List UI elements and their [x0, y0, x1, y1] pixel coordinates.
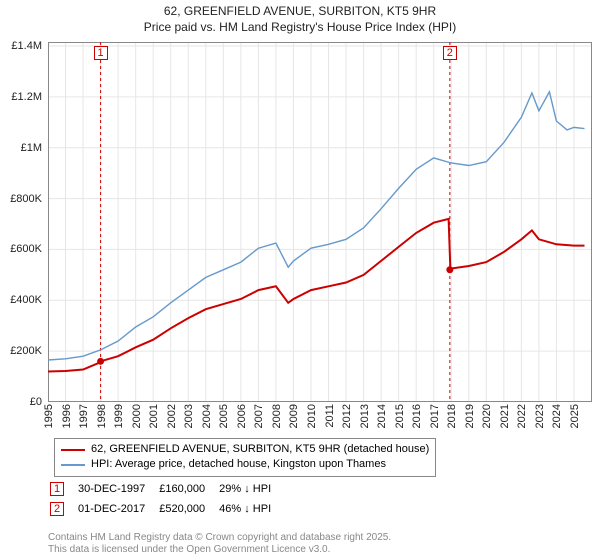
- event-date: 01-DEC-2017: [78, 500, 157, 518]
- y-tick-label: £800K: [0, 193, 42, 205]
- x-tick-label: 2002: [166, 404, 178, 428]
- x-tick-label: 2018: [446, 404, 458, 428]
- x-tick-label: 2016: [411, 404, 423, 428]
- y-tick-label: £1.4M: [0, 40, 42, 52]
- event-delta: 29% ↓ HPI: [219, 480, 283, 498]
- x-tick-label: 2021: [499, 404, 511, 428]
- y-tick-label: £1M: [0, 142, 42, 154]
- event-marker-icon: 1: [50, 482, 64, 496]
- y-tick-label: £400K: [0, 294, 42, 306]
- title-line-1: 62, GREENFIELD AVENUE, SURBITON, KT5 9HR: [0, 4, 600, 20]
- event-delta: 46% ↓ HPI: [219, 500, 283, 518]
- events-table: 1 30-DEC-1997£160,00029% ↓ HPI 2 01-DEC-201…: [48, 478, 285, 520]
- y-tick-label: £600K: [0, 243, 42, 255]
- x-tick-label: 2004: [201, 404, 213, 428]
- event-marker-icon: 2: [50, 502, 64, 516]
- marker-label: 1: [94, 46, 108, 60]
- event-date: 30-DEC-1997: [78, 480, 157, 498]
- marker-label: 2: [443, 46, 457, 60]
- y-tick-label: £1.2M: [0, 91, 42, 103]
- event-row: 1 30-DEC-1997£160,00029% ↓ HPI: [50, 480, 283, 498]
- credits-line-1: Contains HM Land Registry data © Crown c…: [48, 532, 391, 544]
- x-tick-label: 1997: [78, 404, 90, 428]
- chart-title: 62, GREENFIELD AVENUE, SURBITON, KT5 9HR…: [0, 0, 600, 35]
- title-line-2: Price paid vs. HM Land Registry's House …: [0, 20, 600, 36]
- legend: 62, GREENFIELD AVENUE, SURBITON, KT5 9HR…: [54, 438, 436, 477]
- x-tick-label: 2009: [288, 404, 300, 428]
- x-tick-label: 2017: [429, 404, 441, 428]
- x-tick-label: 2013: [359, 404, 371, 428]
- x-tick-label: 1996: [61, 404, 73, 428]
- chart-container: 62, GREENFIELD AVENUE, SURBITON, KT5 9HR…: [0, 0, 600, 560]
- legend-row: HPI: Average price, detached house, King…: [61, 457, 429, 472]
- x-tick-label: 1998: [96, 404, 108, 428]
- legend-label: 62, GREENFIELD AVENUE, SURBITON, KT5 9HR…: [91, 442, 429, 457]
- x-tick-label: 2011: [324, 404, 336, 428]
- x-tick-label: 2015: [394, 404, 406, 428]
- legend-swatch: [61, 449, 85, 451]
- credits-line-2: This data is licensed under the Open Gov…: [48, 544, 391, 556]
- x-tick-label: 2022: [516, 404, 528, 428]
- x-tick-label: 2008: [271, 404, 283, 428]
- x-tick-label: 2020: [481, 404, 493, 428]
- x-tick-label: 2007: [253, 404, 265, 428]
- chart-svg: [48, 42, 592, 402]
- x-tick-label: 2012: [341, 404, 353, 428]
- x-tick-label: 2006: [236, 404, 248, 428]
- y-tick-label: £0: [0, 396, 42, 408]
- x-tick-label: 2001: [148, 404, 160, 428]
- event-row: 2 01-DEC-2017£520,00046% ↓ HPI: [50, 500, 283, 518]
- x-tick-label: 2005: [218, 404, 230, 428]
- x-tick-label: 2023: [534, 404, 546, 428]
- legend-swatch: [61, 464, 85, 466]
- x-tick-label: 2000: [131, 404, 143, 428]
- x-tick-label: 2024: [551, 404, 563, 428]
- event-price: £160,000: [159, 480, 217, 498]
- x-tick-label: 2010: [306, 404, 318, 428]
- x-tick-label: 2019: [464, 404, 476, 428]
- legend-row: 62, GREENFIELD AVENUE, SURBITON, KT5 9HR…: [61, 442, 429, 457]
- credits: Contains HM Land Registry data © Crown c…: [48, 532, 391, 556]
- y-tick-label: £200K: [0, 345, 42, 357]
- x-tick-label: 2014: [376, 404, 388, 428]
- event-price: £520,000: [159, 500, 217, 518]
- x-tick-label: 1995: [43, 404, 55, 428]
- legend-label: HPI: Average price, detached house, King…: [91, 457, 386, 472]
- x-tick-label: 1999: [113, 404, 125, 428]
- x-tick-label: 2025: [569, 404, 581, 428]
- x-tick-label: 2003: [183, 404, 195, 428]
- chart-area: [48, 42, 592, 402]
